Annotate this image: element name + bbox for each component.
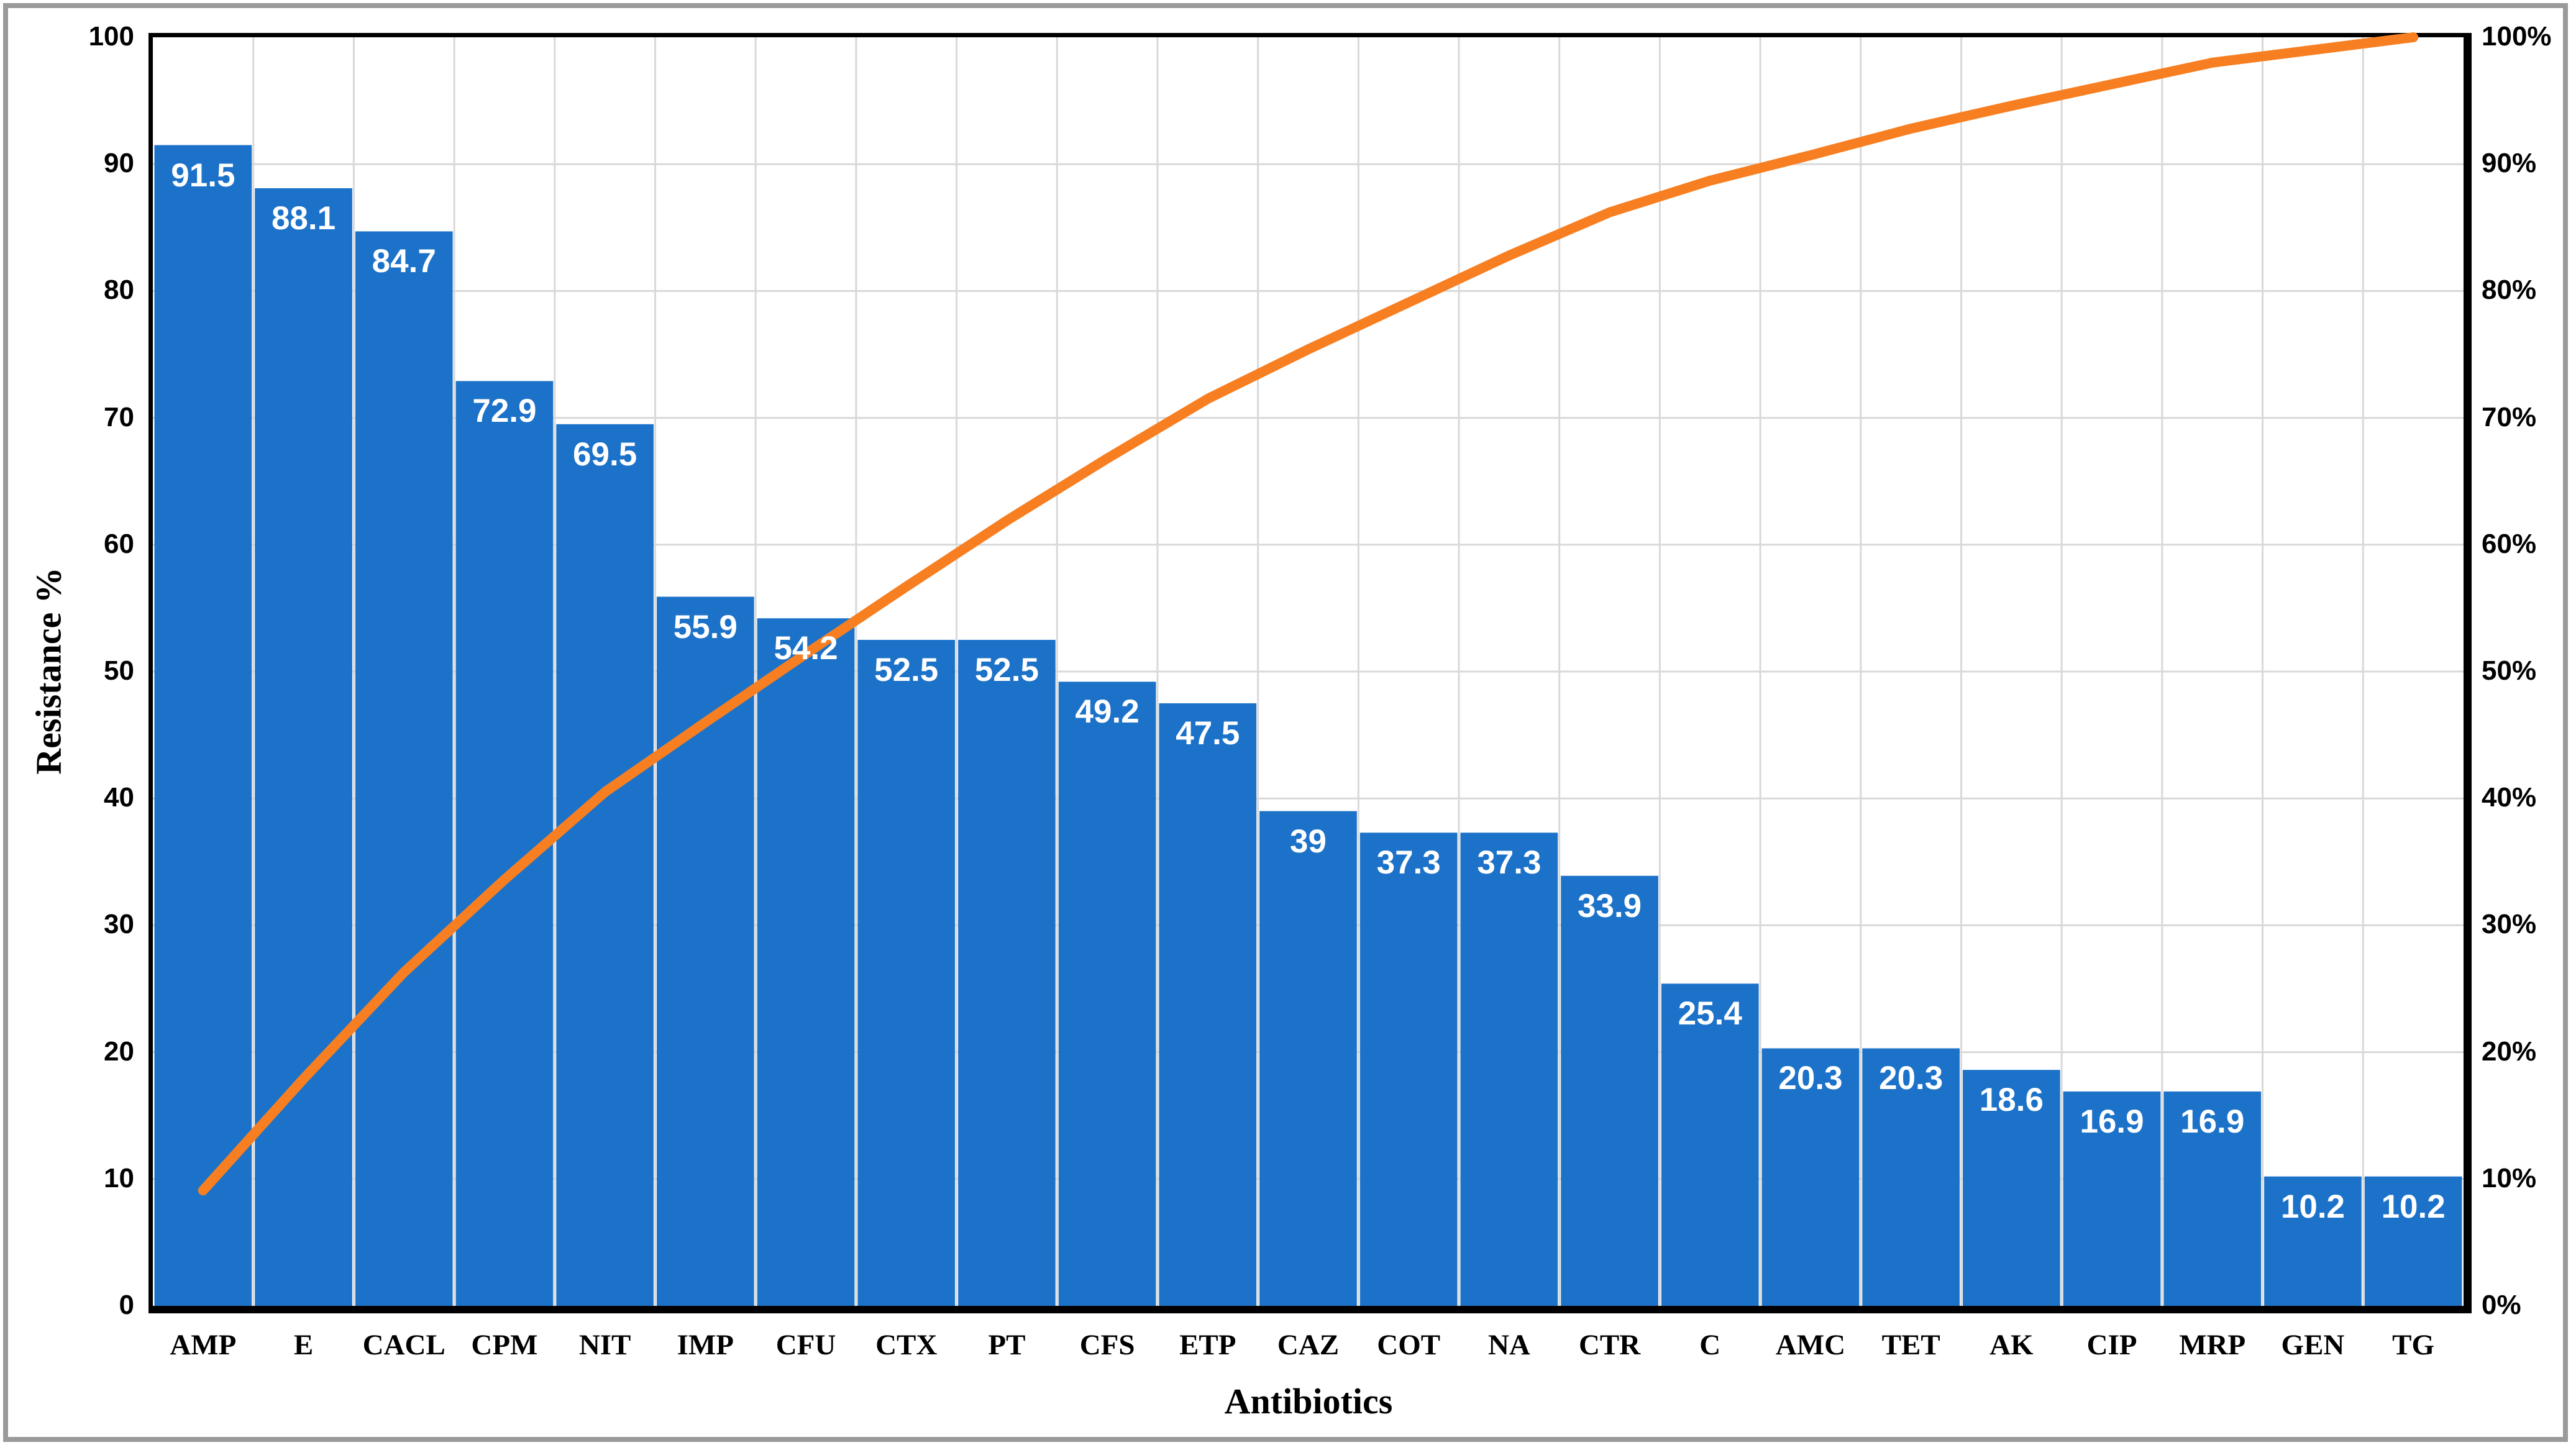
bar-value-label: 25.4: [1678, 995, 1742, 1033]
y-left-tick-label: 80: [104, 275, 134, 306]
bar-value-label: 49.2: [1075, 693, 1140, 731]
bar-value-label: 16.9: [2080, 1103, 2144, 1140]
bar-AK: [1963, 1070, 2060, 1306]
y-left-tick-label: 30: [104, 909, 134, 940]
bar-value-label: 84.7: [372, 243, 436, 280]
y-left-tick-label: 20: [104, 1036, 134, 1067]
bar-AMP: [154, 145, 252, 1306]
x-category-label: AMP: [170, 1329, 237, 1361]
bar-value-label: 72.9: [472, 393, 537, 430]
bar-TET: [1862, 1048, 1960, 1306]
bar-NIT: [556, 424, 654, 1306]
bar-value-label: 55.9: [673, 608, 738, 645]
bar-value-label: 16.9: [2180, 1103, 2245, 1140]
x-category-label: CPM: [471, 1329, 538, 1361]
bar-value-label: 37.3: [1477, 844, 1541, 882]
bar-value-label: 52.5: [874, 651, 939, 688]
bar-GEN: [2264, 1176, 2362, 1306]
x-category-label: CACL: [362, 1329, 445, 1361]
y-left-tick-label: 10: [104, 1162, 134, 1193]
x-axis-title: Antibiotics: [1224, 1381, 1393, 1421]
bar-CTR: [1561, 875, 1658, 1306]
x-axis-spine: [148, 1306, 2472, 1313]
y-left-tick-label: 100: [88, 21, 134, 52]
bar-value-label: 18.6: [1979, 1082, 2044, 1119]
y-right-tick-label: 50%: [2482, 655, 2537, 686]
bar-value-label: 91.5: [171, 157, 235, 194]
x-category-label: CFS: [1079, 1329, 1135, 1361]
bar-value-label: 69.5: [573, 435, 637, 473]
x-category-label: CAZ: [1277, 1329, 1340, 1361]
x-category-label: MRP: [2179, 1329, 2246, 1361]
y-right-tick-label: 30%: [2482, 909, 2537, 940]
x-category-label: AMC: [1775, 1329, 1846, 1361]
y-right-tick-label: 40%: [2482, 782, 2537, 813]
x-category-label: GEN: [2281, 1329, 2345, 1361]
x-category-label: CTR: [1578, 1329, 1641, 1361]
y-right-tick-label: 10%: [2482, 1162, 2537, 1193]
bar-CTX: [857, 639, 956, 1306]
x-category-label: TG: [2392, 1329, 2435, 1361]
bar-value-label: 20.3: [1879, 1060, 1943, 1097]
y-left-tick-label: 0: [119, 1290, 134, 1320]
x-category-label: PT: [988, 1329, 1026, 1361]
bar-CAZ: [1259, 811, 1357, 1306]
x-category-label: IMP: [677, 1329, 734, 1361]
y-left-tick-label: 60: [104, 528, 134, 559]
bar-value-label: 52.5: [974, 651, 1039, 688]
x-category-label: TET: [1881, 1329, 1940, 1361]
bar-CFS: [1058, 682, 1156, 1306]
x-category-label: NIT: [578, 1329, 631, 1361]
cumulative-percent-line: [198, 32, 2419, 1196]
y-left-tick-label: 70: [104, 401, 134, 432]
bar-C: [1661, 983, 1759, 1306]
bar-ETP: [1159, 703, 1257, 1306]
y-right-tick-label: 90%: [2482, 148, 2537, 179]
y-left-tick-label: 50: [104, 655, 134, 686]
y-left-axis-spine: [148, 33, 153, 1313]
bar-value-label: 88.1: [271, 199, 336, 237]
y-right-tick-label: 70%: [2482, 401, 2537, 432]
x-category-label: CIP: [2086, 1329, 2137, 1361]
bar-CIP: [2063, 1091, 2161, 1306]
bar-value-label: 10.2: [2280, 1188, 2345, 1225]
bar-value-label: 54.2: [774, 630, 838, 667]
bar-value-label: 20.3: [1778, 1060, 1843, 1097]
top-axis-spine: [148, 33, 2472, 37]
x-category-label: CFU: [775, 1329, 836, 1361]
bar-TG: [2364, 1176, 2462, 1306]
bar-AMC: [1761, 1048, 1860, 1306]
bar-value-label: 37.3: [1376, 844, 1441, 882]
bar-MRP: [2163, 1091, 2262, 1306]
bar-value-label: 33.9: [1578, 887, 1642, 924]
y-right-tick-label: 0%: [2482, 1290, 2521, 1320]
y-right-tick-label: 80%: [2482, 275, 2537, 306]
x-category-label: AK: [1989, 1329, 2034, 1361]
bar-value-label: 10.2: [2381, 1188, 2446, 1225]
x-category-label: CTX: [875, 1329, 938, 1361]
y-right-tick-label: 100%: [2482, 21, 2552, 52]
x-category-label: C: [1699, 1329, 1721, 1361]
bar-value-label: 47.5: [1176, 715, 1240, 752]
bar-CPM: [455, 381, 554, 1306]
y-right-tick-label: 60%: [2482, 528, 2537, 559]
bar-PT: [958, 639, 1056, 1306]
bar-NA: [1460, 832, 1558, 1306]
bar-CACL: [355, 231, 453, 1306]
bar-IMP: [656, 596, 754, 1306]
x-category-label: NA: [1487, 1329, 1530, 1361]
y-left-tick-label: 40: [104, 782, 134, 813]
bar-CFU: [757, 618, 855, 1306]
y-left-tick-label: 90: [104, 148, 134, 179]
y-right-axis-spine: [2464, 33, 2472, 1313]
bar-COT: [1359, 832, 1458, 1306]
y-right-tick-label: 20%: [2482, 1036, 2537, 1067]
bar-value-label: 39: [1290, 823, 1327, 860]
x-category-label: E: [293, 1329, 314, 1361]
x-category-label: ETP: [1179, 1329, 1236, 1361]
x-category-label: COT: [1377, 1329, 1441, 1361]
